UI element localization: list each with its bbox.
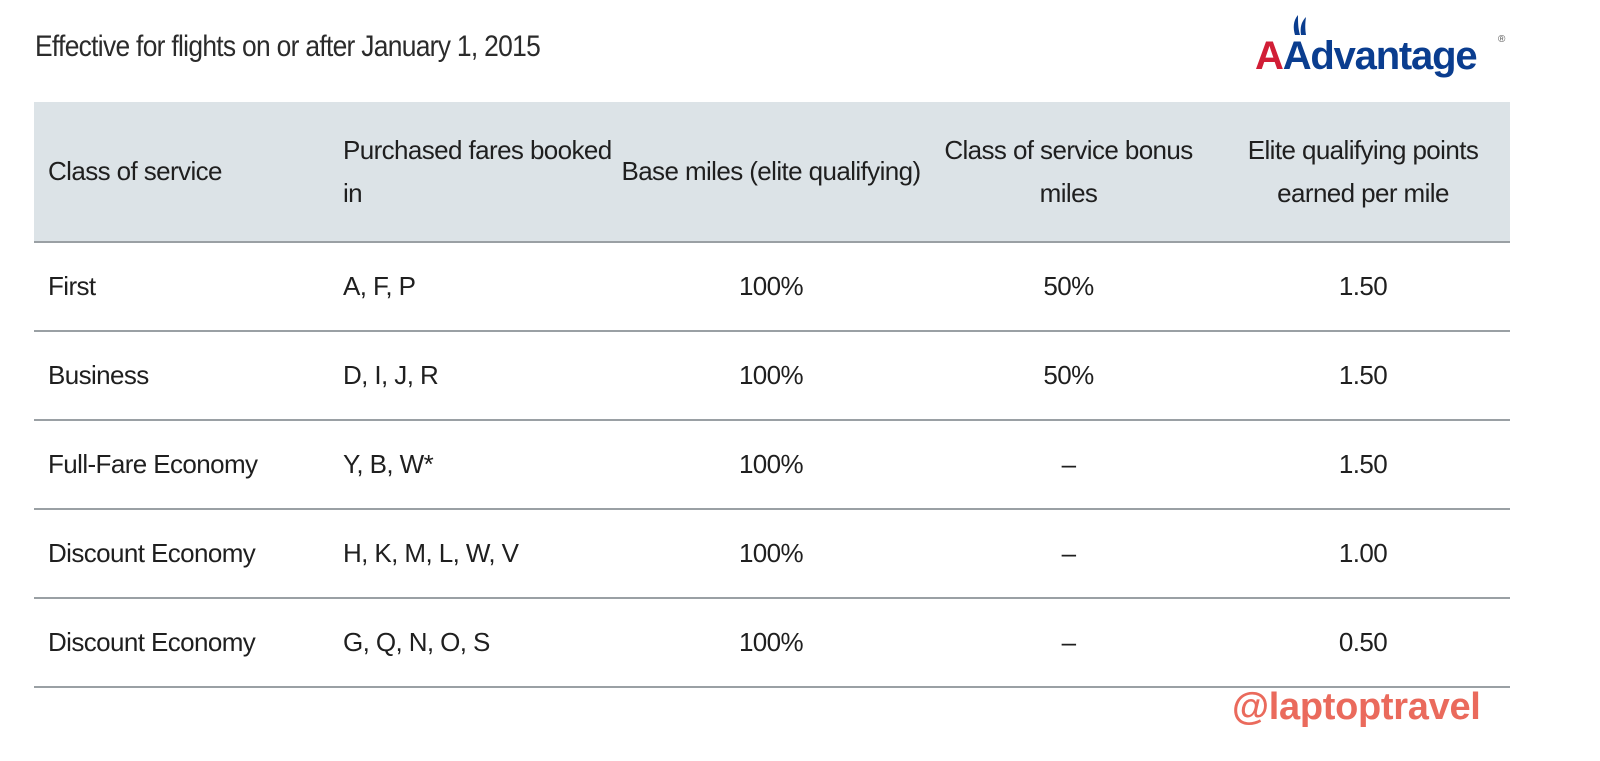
col-class-of-service: Class of service (34, 102, 329, 243)
table-row: Full-Fare Economy Y, B, W* 100% – 1.50 (34, 420, 1510, 510)
cell-elite-points: 1.50 (1216, 420, 1510, 510)
cell-bonus-miles: – (921, 420, 1216, 510)
cell-bonus-miles: 50% (921, 331, 1216, 421)
cell-base-miles: 100% (621, 598, 921, 688)
table-header-row: Class of service Purchased fares booked … (34, 102, 1510, 243)
registered-mark: ® (1498, 34, 1506, 45)
cell-fares: Y, B, W* (329, 420, 621, 510)
cell-base-miles: 100% (621, 509, 921, 599)
cell-bonus-miles: – (921, 509, 1216, 599)
table-row: Discount Economy H, K, M, L, W, V 100% –… (34, 509, 1510, 599)
cell-fares: H, K, M, L, W, V (329, 509, 621, 599)
cell-elite-points: 1.00 (1216, 509, 1510, 599)
col-elite-points: Elite qualifying points earned per mile (1216, 102, 1510, 243)
col-fares-booked-in: Purchased fares booked in (329, 102, 621, 243)
table-row: Discount Economy G, Q, N, O, S 100% – 0.… (34, 598, 1510, 688)
table-row: First A, F, P 100% 50% 1.50 (34, 242, 1510, 332)
cell-bonus-miles: 50% (921, 242, 1216, 332)
cell-elite-points: 0.50 (1216, 598, 1510, 688)
col-base-miles: Base miles (elite qualifying) (621, 102, 921, 243)
cell-class: Discount Economy (34, 509, 329, 599)
cell-fares: G, Q, N, O, S (329, 598, 621, 688)
cell-class: Full-Fare Economy (34, 420, 329, 510)
cell-bonus-miles: – (921, 598, 1216, 688)
cell-fares: A, F, P (329, 242, 621, 332)
cell-class: First (34, 242, 329, 332)
logo-wordmark: AAdvantage (1255, 34, 1478, 78)
cell-class: Discount Economy (34, 598, 329, 688)
cell-class: Business (34, 331, 329, 421)
cell-fares: D, I, J, R (329, 331, 621, 421)
eagle-mark-icon (1293, 15, 1306, 35)
table-row: Business D, I, J, R 100% 50% 1.50 (34, 331, 1510, 421)
watermark-handle: @laptoptravel (1232, 686, 1481, 728)
cell-base-miles: 100% (621, 242, 921, 332)
page-title: Effective for flights on or after Januar… (35, 30, 541, 63)
cell-elite-points: 1.50 (1216, 242, 1510, 332)
aadvantage-logo: AAdvantage ® (1255, 12, 1505, 82)
cell-base-miles: 100% (621, 420, 921, 510)
earning-chart-table: Class of service Purchased fares booked … (34, 102, 1510, 688)
cell-elite-points: 1.50 (1216, 331, 1510, 421)
cell-base-miles: 100% (621, 331, 921, 421)
col-bonus-miles: Class of service bonus miles (921, 102, 1216, 243)
